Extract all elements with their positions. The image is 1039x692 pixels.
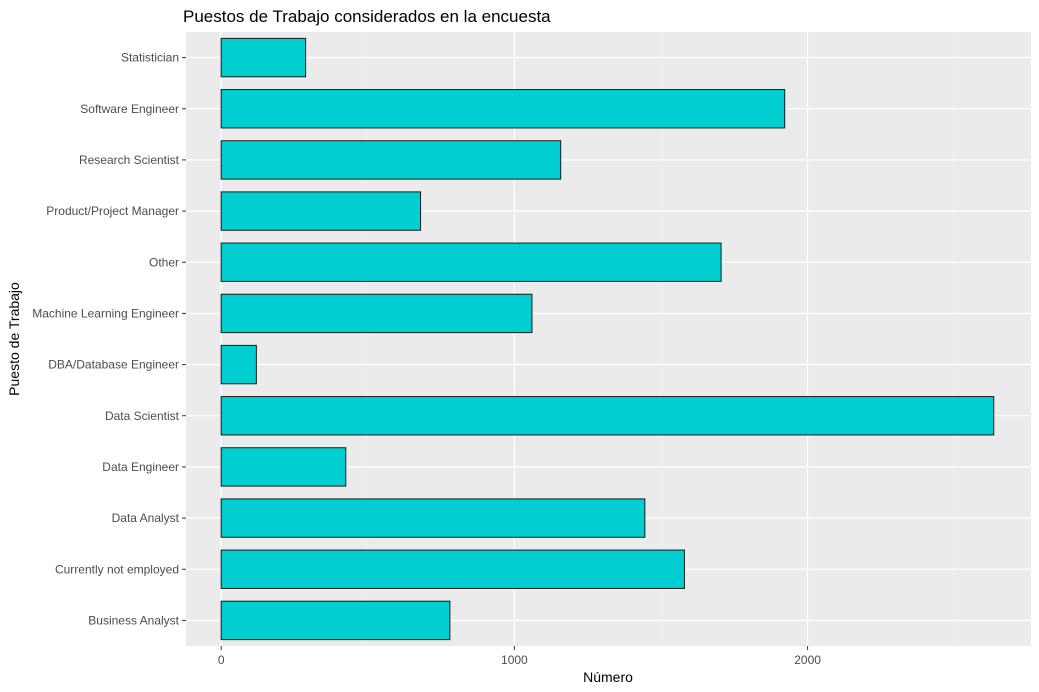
bar	[220, 89, 786, 129]
y-axis: Business Analyst Currently not employed Da…	[32, 51, 186, 627]
y-tick-label: Other	[149, 255, 179, 269]
bars	[220, 37, 995, 641]
x-tick-label: 1000	[501, 653, 528, 667]
bar	[220, 396, 995, 436]
bar	[220, 498, 646, 538]
bar	[220, 447, 347, 487]
y-tick-label: Data Engineer	[102, 460, 179, 474]
bar	[220, 344, 257, 385]
y-tick-label: Currently not employed	[55, 562, 179, 576]
bar	[220, 293, 533, 334]
bar	[220, 242, 722, 282]
y-tick-label: Machine Learning Engineer	[32, 306, 179, 320]
y-axis-title: Puesto de Trabajo	[6, 282, 22, 396]
y-tick-label: Data Scientist	[105, 409, 180, 423]
bar	[220, 191, 422, 231]
y-tick-label: Research Scientist	[79, 153, 180, 167]
y-tick-label: Data Analyst	[112, 511, 180, 525]
bar	[220, 37, 307, 78]
x-tick-label: 0	[218, 653, 225, 667]
y-tick-label: Product/Project Manager	[46, 204, 179, 218]
plot-panel	[186, 32, 1031, 646]
x-tick-label: 2000	[794, 653, 821, 667]
chart-title: Puestos de Trabajo considerados en la en…	[183, 7, 551, 26]
y-tick-label: Business Analyst	[88, 613, 179, 627]
y-tick-label: DBA/Database Engineer	[48, 358, 179, 372]
bar	[220, 549, 685, 589]
y-tick-label: Statistician	[121, 51, 179, 65]
x-axis-title: Número	[583, 669, 633, 685]
x-axis: 0 1000 2000	[218, 646, 821, 667]
bar	[220, 600, 451, 641]
y-tick-label: Software Engineer	[80, 102, 179, 116]
bar	[220, 140, 562, 180]
